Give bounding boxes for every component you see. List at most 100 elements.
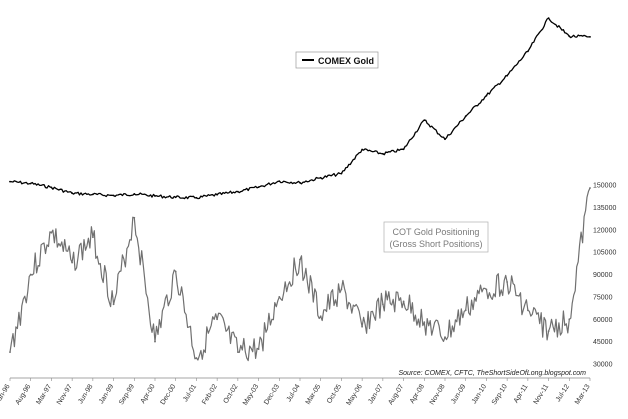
y-tick-label: 60000: [593, 317, 613, 324]
y-tick-label: 30000: [593, 362, 613, 369]
x-tick-label: Apr-08: [409, 383, 426, 405]
y-tick-label: 135000: [593, 205, 616, 212]
y-tick-label: 45000: [593, 339, 613, 346]
cot-series-point: [382, 303, 384, 306]
gold-series-point: [340, 172, 343, 175]
cot-series-point: [216, 318, 219, 321]
x-tick-label: Sep-99: [118, 383, 136, 406]
gold-series-point: [278, 180, 281, 183]
gold-series-point: [257, 186, 260, 189]
x-tick-label: Jul-04: [286, 383, 302, 403]
x-tick-label: Aug-96: [15, 383, 33, 406]
x-tick-label: Mar-13: [574, 383, 592, 406]
cot-series-point: [278, 296, 281, 298]
cot-series-point: [506, 281, 508, 283]
x-tick-label: Jan-10: [471, 383, 488, 405]
cot-series-point: [547, 330, 550, 333]
gold-series-point: [195, 196, 198, 199]
x-tick-label: Jun-98: [77, 383, 94, 405]
cot-series-point: [527, 309, 529, 312]
gold-series-point: [319, 176, 322, 179]
cot-series-point: [112, 303, 115, 306]
x-tick-label: Mar-97: [35, 383, 53, 406]
cot-series-point: [237, 351, 239, 353]
cot-series-layer: [9, 187, 591, 362]
cot-legend-line2: (Gross Short Positions): [389, 239, 482, 249]
x-tick-label: Jun-09: [450, 383, 467, 405]
cot-legend: COT Gold Positioning (Gross Short Positi…: [383, 221, 489, 253]
x-tick-label: Jul-12: [555, 383, 571, 403]
cot-series-point: [444, 336, 446, 338]
cot-legend-line1: COT Gold Positioning: [393, 227, 480, 237]
y-tick-label: 150000: [593, 183, 616, 190]
gold-series-point: [527, 50, 529, 53]
x-axis-ticks: Jan-96 Aug-96 Mar-97 Nov-97 Jun-98 Jan-99 Sep-…: [0, 378, 592, 407]
gold-series-point: [547, 17, 550, 19]
cot-series-point: [589, 187, 591, 189]
gold-series-point: [237, 190, 239, 193]
gold-series-point: [464, 115, 467, 118]
gold-series-point: [133, 193, 136, 195]
cot-series-point: [402, 300, 405, 303]
cot-series-point: [361, 325, 363, 328]
gold-series-layer: [9, 17, 591, 200]
gold-series-point: [154, 195, 156, 197]
x-tick-label: Mar-05: [305, 383, 323, 406]
x-tick-label: Jan-96: [0, 383, 12, 405]
x-tick-label: Jan-07: [367, 383, 384, 405]
cot-series-point: [568, 318, 571, 321]
x-tick-label: Dec-03: [263, 383, 281, 406]
gold-series-point: [112, 194, 115, 197]
gold-series-point: [50, 186, 53, 189]
gold-series-point: [568, 35, 571, 38]
gold-series-point: [174, 196, 177, 199]
gold-series-point: [382, 152, 384, 155]
cot-series-point: [485, 288, 488, 291]
gold-series-point: [92, 193, 94, 196]
x-tick-label: Nov-08: [429, 383, 447, 406]
gold-series-point: [29, 182, 32, 185]
cot-series-point: [174, 270, 177, 273]
gold-series-point: [402, 148, 405, 151]
gold-series-point: [485, 94, 488, 97]
cot-series-point: [195, 357, 198, 359]
cot-series-point: [154, 340, 156, 343]
gold-series-point: [506, 74, 508, 77]
cot-series-point: [299, 258, 301, 261]
x-tick-label: Oct-05: [326, 383, 343, 405]
x-tick-label: Jul-01: [182, 383, 198, 403]
x-tick-label: Dec-00: [160, 383, 178, 406]
gold-series-point: [299, 181, 301, 184]
x-tick-label: Aug-07: [387, 383, 405, 406]
gold-series-point: [71, 192, 73, 195]
cot-series-point: [423, 321, 426, 324]
y-tick-label: 90000: [593, 272, 613, 279]
x-tick-label: Nov-11: [533, 383, 551, 405]
gold-series-line: [9, 17, 590, 200]
x-tick-label: May-03: [242, 383, 260, 407]
gold-series-point: [444, 138, 446, 141]
cot-series-point: [133, 216, 136, 219]
x-tick-label: Apr-00: [140, 383, 157, 405]
gold-legend-box: [295, 51, 379, 69]
x-tick-label: Feb-02: [201, 383, 219, 406]
gold-series-point: [589, 36, 591, 38]
y-tick-label: 75000: [593, 294, 613, 301]
x-tick-label: May-06: [346, 383, 364, 407]
gold-series-point: [361, 148, 363, 151]
right-axis-ticks: 30000 45000 60000 75000 90000 105000 120000 135…: [593, 183, 616, 369]
cot-series-point: [257, 348, 260, 350]
x-tick-label: Apr-11: [513, 383, 530, 404]
gold-series-point: [216, 193, 219, 196]
cot-series-point: [9, 351, 11, 353]
cot-legend-box: [383, 221, 489, 253]
cot-series-line: [9, 187, 591, 362]
gold-legend-label: COMEX Gold: [318, 56, 374, 66]
y-tick-label: 120000: [593, 227, 616, 234]
gold-series-point: [9, 180, 11, 183]
gold-series-point: [423, 119, 426, 121]
cot-series-point: [319, 315, 322, 318]
x-tick-label: Jan-99: [98, 383, 115, 405]
x-tick-label: Sep-10: [491, 383, 509, 406]
